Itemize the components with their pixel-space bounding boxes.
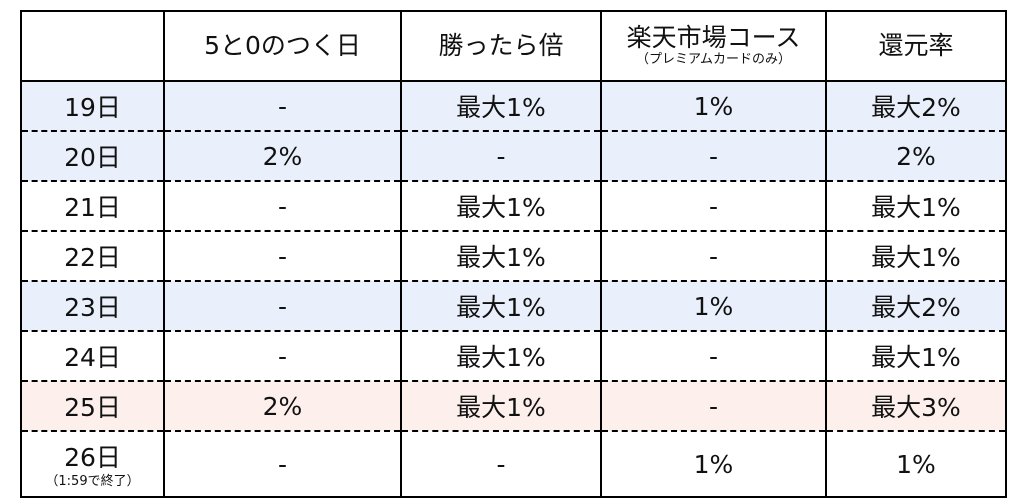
day-label: 23日 [64, 293, 121, 322]
corner-cell [20, 11, 165, 82]
value-cell: - [600, 131, 827, 182]
day-label: 22日 [64, 243, 121, 272]
value-cell: 最大1% [400, 381, 602, 432]
value-cell: 最大2% [825, 81, 1007, 132]
day-cell: 26日 （1:59で終了） [20, 431, 165, 498]
value-cell: 最大1% [400, 81, 602, 132]
value-cell: - [163, 81, 402, 132]
value-cell: 1% [600, 281, 827, 332]
value-cell: 2% [163, 381, 402, 432]
table-row: 19日 - 最大1% 1% 最大2% [20, 81, 1007, 132]
value-cell: - [163, 181, 402, 232]
day-label: 19日 [64, 93, 121, 122]
value-cell: - [600, 231, 827, 282]
value-cell: - [163, 231, 402, 282]
value-cell: 最大1% [825, 181, 1007, 232]
header-note: （プレミアムカードのみ） [635, 51, 792, 67]
value-cell: - [163, 331, 402, 382]
header-cell: 勝ったら倍 [400, 11, 602, 82]
value-cell: - [400, 131, 602, 182]
header-cell: 5と0のつく日 [163, 11, 402, 82]
value-cell: 最大1% [825, 331, 1007, 382]
day-note: （1:59で終了） [45, 474, 140, 490]
table-body: 19日 - 最大1% 1% 最大2% 20日 2% - -2% 21日 - 最大1% - 最大1% 22日 -… [20, 81, 1007, 498]
value-cell: 最大1% [400, 331, 602, 382]
day-label: 26日 [64, 443, 121, 473]
day-cell: 23日 [20, 281, 165, 332]
value-cell: 2% [163, 131, 402, 182]
table-row: 26日 （1:59で終了） - -1% 1% [20, 431, 1007, 498]
day-cell: 24日 [20, 331, 165, 382]
value-cell: 1% [600, 81, 827, 132]
header-row: 5と0のつく日 勝ったら倍 楽天市場コース （プレミアムカードのみ） 還元率 [20, 11, 1007, 82]
value-cell: 最大3% [825, 381, 1007, 432]
value-cell: 2% [825, 131, 1007, 182]
value-cell: - [400, 431, 602, 498]
value-cell: - [600, 331, 827, 382]
day-cell: 22日 [20, 231, 165, 282]
value-cell: 1% [600, 431, 827, 498]
header-label: 勝ったら倍 [438, 31, 564, 61]
value-cell: - [163, 431, 402, 498]
day-label: 20日 [64, 143, 121, 172]
day-label: 21日 [64, 193, 121, 222]
reward-table: 5と0のつく日 勝ったら倍 楽天市場コース （プレミアムカードのみ） 還元率 19日 - 最… [20, 10, 1007, 498]
header-label: 楽天市場コース [626, 23, 801, 53]
table-row: 25日 2% 最大1% - 最大3% [20, 381, 1007, 432]
day-cell: 21日 [20, 181, 165, 232]
value-cell: 最大1% [400, 181, 602, 232]
header-label: 5と0のつく日 [204, 31, 361, 61]
value-cell: 最大1% [400, 281, 602, 332]
day-label: 25日 [64, 393, 121, 422]
value-cell: - [600, 381, 827, 432]
day-cell: 20日 [20, 131, 165, 182]
day-cell: 25日 [20, 381, 165, 432]
table-row: 21日 - 最大1% - 最大1% [20, 181, 1007, 232]
value-cell: - [600, 181, 827, 232]
header-label: 還元率 [878, 31, 954, 61]
value-cell: 最大2% [825, 281, 1007, 332]
day-label: 24日 [64, 343, 121, 372]
value-cell: - [163, 281, 402, 332]
value-cell: 最大1% [825, 231, 1007, 282]
table-row: 20日 2% - -2% [20, 131, 1007, 182]
header-cell: 楽天市場コース （プレミアムカードのみ） [600, 11, 827, 82]
value-cell: 1% [825, 431, 1007, 498]
value-cell: 最大1% [400, 231, 602, 282]
table-row: 24日 - 最大1% - 最大1% [20, 331, 1007, 382]
table-row: 22日 - 最大1% - 最大1% [20, 231, 1007, 282]
table-row: 23日 - 最大1% 1% 最大2% [20, 281, 1007, 332]
header-cell: 還元率 [825, 11, 1007, 82]
day-cell: 19日 [20, 81, 165, 132]
